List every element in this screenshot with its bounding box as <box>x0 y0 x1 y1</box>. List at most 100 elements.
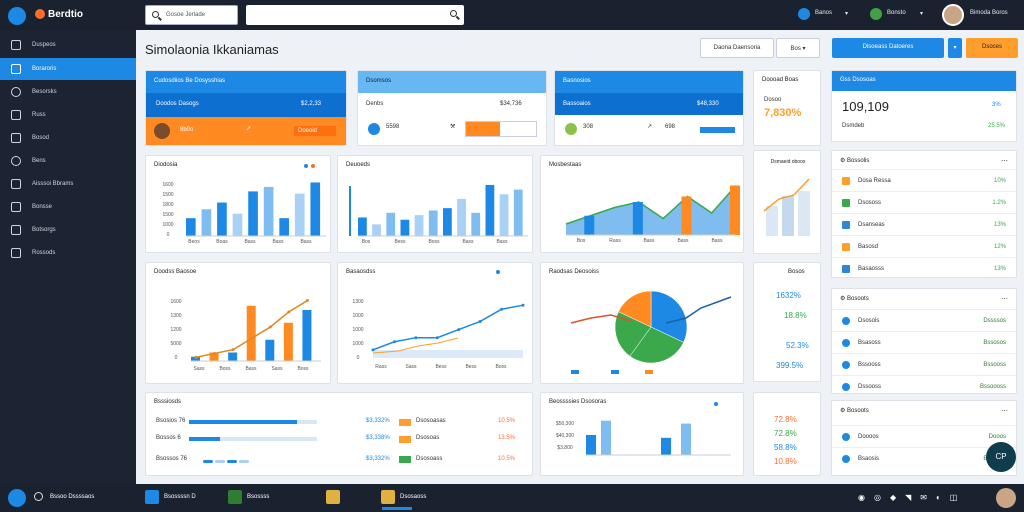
list-item[interactable]: Basosd 12% <box>832 235 1016 257</box>
filter-dropdown[interactable]: Daona Daensoria <box>700 38 774 58</box>
list-item[interactable]: Bssooss Bssooss <box>832 353 1016 375</box>
bar <box>265 339 275 361</box>
list-value: Bssoooss <box>979 384 1006 390</box>
tick-label: 1800 <box>162 202 173 208</box>
workspace-search-text: Gosoe Jerlade <box>166 12 206 18</box>
status-icon <box>842 177 850 185</box>
settings-icon: ⚙ <box>840 408 848 414</box>
chart-title: Raodsas Deosoiss <box>549 269 600 275</box>
list-item[interactable]: Dsososs 1.2% <box>832 191 1016 213</box>
user-name[interactable]: Bimoda Boros <box>970 10 1008 16</box>
workspace-search[interactable]: Gosoe Jerlade <box>145 5 238 25</box>
list-title: ⚙ Bosoots <box>840 407 869 414</box>
sidebar-item-1[interactable]: Boraroris <box>0 58 136 80</box>
progress-list-card: Bsssiosds Bsosios 76 $3,332% Bossos 6 $3… <box>145 392 533 476</box>
legend-swatch <box>399 419 411 426</box>
app-title: Berdtio <box>48 9 83 20</box>
bar-chart: Bos Bess Boss Bass Bass <box>349 184 528 245</box>
list-item[interactable]: Doooos Dooos <box>832 425 1016 447</box>
tick-label: Bass <box>245 366 257 372</box>
tick-label: 1300 <box>170 313 181 319</box>
list-label: Bossos 6 <box>156 435 181 441</box>
status-icon <box>842 317 850 325</box>
list-item[interactable]: Basaosss 13% <box>832 257 1016 279</box>
taskbar-tab[interactable]: Dsosaoss <box>400 494 427 500</box>
legend-pill <box>227 460 237 463</box>
sidebar-item-8[interactable]: Botsorgs <box>0 219 136 241</box>
tick-label: 1200 <box>170 327 181 333</box>
sidebar-item-6[interactable]: Aisssoi Bbrams <box>0 173 136 195</box>
user-b-label[interactable]: Bonsto <box>887 10 906 16</box>
tray-icons[interactable]: ◉◎◆◥✉◐◫ <box>858 493 967 502</box>
bar <box>232 213 243 236</box>
secondary-button[interactable]: Dsoces <box>966 38 1018 58</box>
list-label: Basosd <box>858 244 879 250</box>
avatar[interactable] <box>942 4 964 26</box>
settings-icon: ⚙ <box>840 296 848 302</box>
taskbar-tab[interactable]: Bsossss <box>247 494 270 500</box>
kpi-value: 7,830% <box>764 107 802 119</box>
globe-icon[interactable] <box>798 8 810 20</box>
chart-icon <box>11 64 21 74</box>
list-item[interactable]: Dsanseas 13% <box>832 213 1016 235</box>
list-label: Bsaosis <box>858 456 880 462</box>
bar <box>283 322 293 361</box>
taskbar-tab[interactable]: Bsossssn D <box>164 494 196 500</box>
mini-value: 18.8% <box>784 311 807 320</box>
bar <box>428 210 438 236</box>
notification-icon[interactable] <box>870 8 882 20</box>
tick-label: 1000 <box>352 327 363 333</box>
chat-fab-icon[interactable]: CP <box>986 442 1016 472</box>
kpi-card-5: Gss Dsosoas 109,109 3% Dsmdeb 25.5% <box>831 70 1017 142</box>
filter-value[interactable]: Bos ▾ <box>776 38 820 58</box>
progress-track <box>189 437 317 441</box>
app-tab-icon[interactable] <box>145 490 159 504</box>
sidebar-item-9[interactable]: Rossods <box>0 242 136 264</box>
list-value: 13% <box>993 266 1006 272</box>
legend-dot <box>496 270 500 274</box>
primary-button[interactable]: Disoeass Datoeres <box>832 38 944 58</box>
line-chart: 1300 1000 1000 1000 0 Rass Sass Bess Bess Boss <box>352 270 525 370</box>
sidebar-item-5[interactable]: Bens <box>0 150 136 172</box>
circle-icon <box>11 87 21 97</box>
avatar[interactable] <box>996 488 1016 508</box>
kpi-badge[interactable]: Doeoid <box>294 126 336 136</box>
kpi-sub-value: 5598 <box>386 124 400 130</box>
list-item[interactable]: Dssooss Bssoooss <box>832 375 1016 397</box>
legend-pill <box>215 460 225 463</box>
bar <box>228 352 238 361</box>
chevron-down-icon[interactable]: ▾ <box>920 11 924 17</box>
tick-label: Boas <box>216 239 228 245</box>
sidebar-item-0[interactable]: Duspeos <box>0 34 136 56</box>
point <box>521 303 525 307</box>
app-tab-icon[interactable] <box>326 490 340 504</box>
user-icon <box>11 156 21 166</box>
sidebar-item-2[interactable]: Besorsks <box>0 81 136 103</box>
more-icon[interactable]: ⋯ <box>1001 408 1008 415</box>
settings-icon[interactable] <box>34 492 43 501</box>
kpi-label: Denbs <box>366 101 384 107</box>
sidebar-item-4[interactable]: Bosod <box>0 127 136 149</box>
user-a-label[interactable]: Banos <box>815 10 833 16</box>
list-item[interactable]: Dosa Ressa 10% <box>832 169 1016 191</box>
status-icon <box>842 199 850 207</box>
chevron-down-icon[interactable]: ▾ <box>845 11 849 17</box>
bar <box>766 206 778 236</box>
dropdown-button[interactable]: ▾ <box>948 38 962 58</box>
more-icon[interactable]: ⋯ <box>1001 296 1008 303</box>
list-item[interactable]: Bsasoss Bssosos <box>832 331 1016 353</box>
home-icon[interactable] <box>8 489 26 507</box>
tools-icon <box>11 179 21 189</box>
sidebar-item-3[interactable]: Russ <box>0 104 136 126</box>
app-tab-icon[interactable] <box>381 490 395 504</box>
global-search-input[interactable] <box>246 5 464 25</box>
app-tab-icon[interactable] <box>228 490 242 504</box>
more-icon[interactable]: ⋯ <box>1001 158 1008 165</box>
tick-label: Bass <box>496 239 508 245</box>
tick-label: $40,300 <box>556 433 574 439</box>
legend-dot <box>714 402 718 406</box>
sidebar-item-7[interactable]: Bonsse <box>0 196 136 218</box>
mini-title: Bosos <box>788 269 805 275</box>
list-item[interactable]: Dsosois Dssssos <box>832 309 1016 331</box>
mini-value: 72.8% <box>774 429 797 438</box>
